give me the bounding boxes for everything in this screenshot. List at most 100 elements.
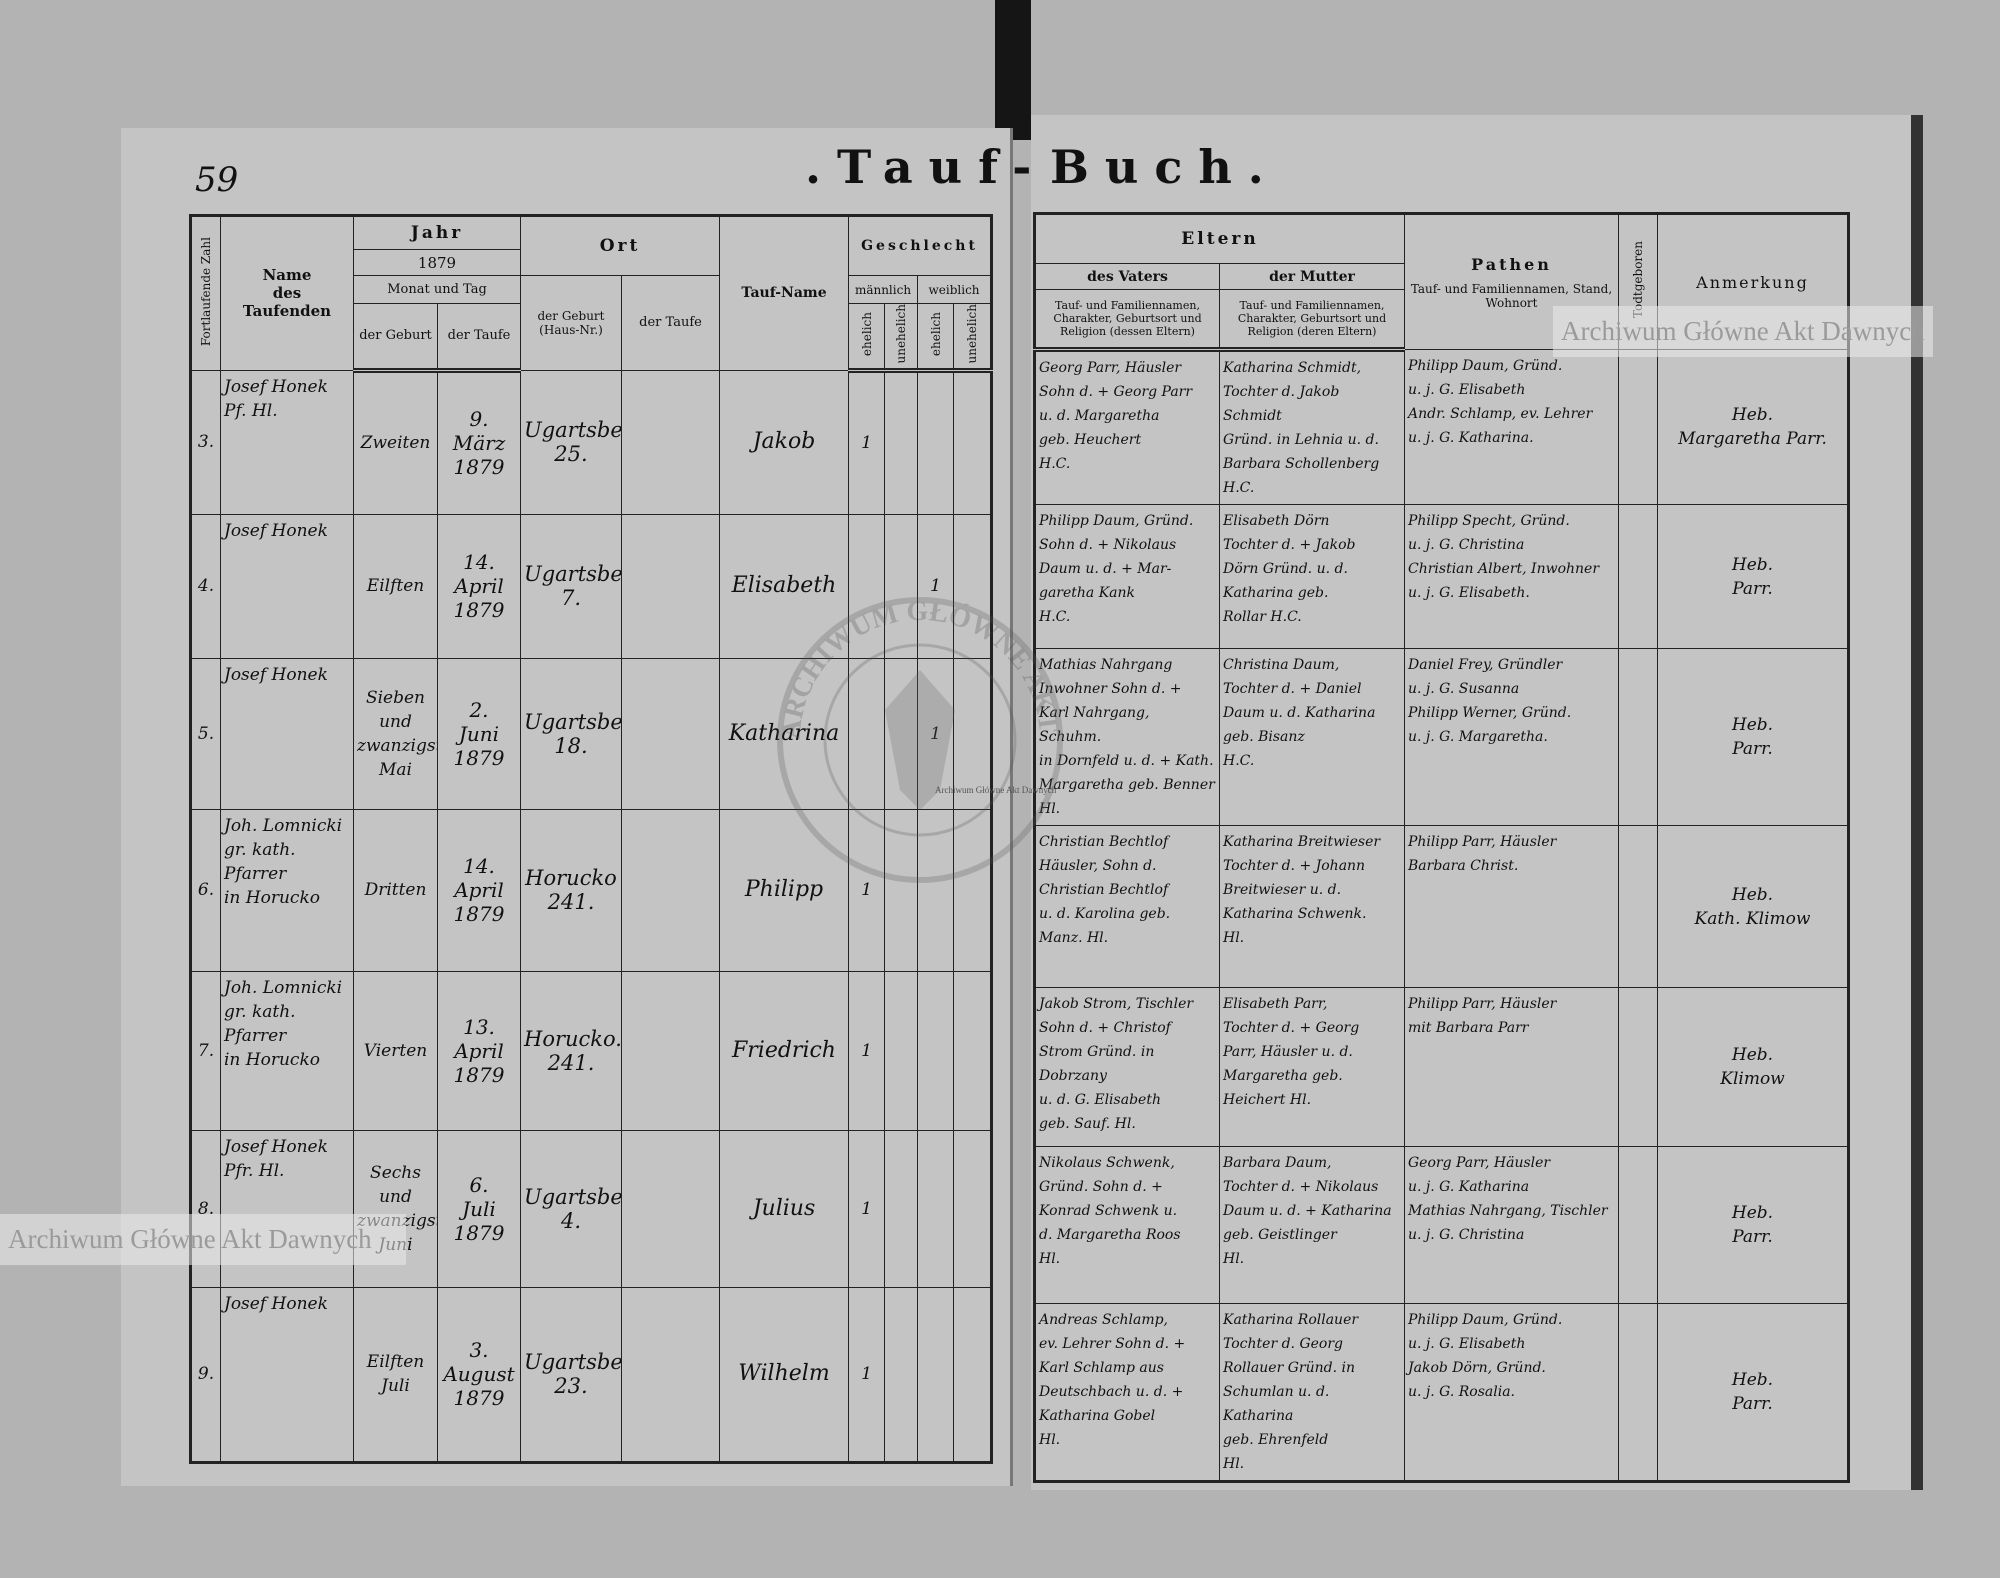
header-geschlecht: Geschlecht (847, 215, 993, 276)
birth-place: Ugartsberg 18. (520, 657, 622, 810)
female-legitimate-mark (917, 970, 954, 1131)
stillborn-mark (1618, 825, 1658, 988)
header-name: Name des Taufenden (220, 215, 354, 371)
birth-date: Vierten (353, 970, 438, 1131)
table-row: 7. Joh. Lomnicki gr. kath. Pfarrer in Hor… (190, 970, 993, 1131)
header-vaters: des Vaters (1034, 263, 1220, 290)
table-row: Nikolaus Schwenk, Gründ. Sohn d. + Konra… (1034, 1146, 1849, 1304)
page-number: 59 (195, 160, 239, 200)
baptism-date: 9. März 1879 (437, 369, 521, 515)
birth-place: Horucko. 241. (520, 970, 622, 1131)
remark: Heb. Parr. (1657, 1146, 1849, 1304)
baptism-register-right-table: Eltern Pathen Tauf- und Familiennamen, S… (1033, 212, 1850, 1483)
baptism-place (621, 970, 720, 1131)
header-pathen-desc: Tauf- und Familiennamen, Stand, Wohnort (1410, 281, 1613, 310)
birth-place: Ugartsberg 7. (520, 513, 622, 659)
father-details: Christian Bechtlof Häusler, Sohn d. Chri… (1034, 825, 1220, 988)
mother-details: Christina Daum, Tochter d. + Daniel Daum… (1219, 648, 1405, 826)
header-m-ehelich: ehelich (848, 303, 885, 373)
baptism-date: 6. Juli 1879 (437, 1129, 521, 1288)
stillborn-mark (1618, 648, 1658, 826)
male-illegitimate-mark (884, 513, 918, 659)
mother-details: Katharina Rollauer Tochter d. Georg Roll… (1219, 1303, 1405, 1482)
header-vaters-desc: Tauf- und Familiennamen, Charakter, Gebu… (1034, 289, 1220, 352)
father-details: Jakob Strom, Tischler Sohn d. + Christof… (1034, 987, 1220, 1147)
male-legitimate-mark: 1 (848, 970, 885, 1131)
header-jahr: Jahr (353, 215, 521, 250)
male-illegitimate-mark (884, 970, 918, 1131)
remark: Heb. Margaretha Parr. (1657, 349, 1849, 505)
entry-number: 6. (190, 808, 221, 972)
header-w-unehelich: unehelich (952, 303, 993, 373)
birth-place: Ugartsberg 23. (520, 1286, 622, 1463)
male-legitimate-mark: 1 (848, 1286, 885, 1463)
godparents: Daniel Frey, Gründler u. j. G. Susanna P… (1404, 648, 1619, 826)
baptism-place (621, 1286, 720, 1463)
male-legitimate-mark: 1 (848, 1129, 885, 1288)
mother-details: Katharina Schmidt, Tochter d. Jakob Schm… (1219, 349, 1405, 505)
female-illegitimate-mark (952, 1129, 993, 1288)
book-spine (995, 0, 1031, 140)
godparents: Philipp Daum, Gründ. u. j. G. Elisabeth … (1404, 349, 1619, 505)
godparents: Philipp Specht, Gründ. u. j. G. Christin… (1404, 504, 1619, 649)
officiant-name: Josef Honek (220, 513, 354, 659)
header-mutter: der Mutter (1219, 263, 1405, 290)
remark: Heb. Kath. Klimow (1657, 825, 1849, 988)
female-illegitimate-mark (952, 657, 993, 810)
female-illegitimate-mark (952, 513, 993, 659)
female-illegitimate-mark (952, 1286, 993, 1463)
male-illegitimate-mark (884, 369, 918, 515)
eagle-emblem-icon (885, 670, 955, 810)
mother-details: Elisabeth Parr, Tochter d. + Georg Parr,… (1219, 987, 1405, 1147)
header-ort: Ort (520, 215, 720, 276)
female-legitimate-mark: 1 (917, 657, 954, 810)
baptismal-name: Katharina (719, 657, 849, 810)
birth-date: Eilften Juli (353, 1286, 438, 1463)
male-illegitimate-mark (884, 808, 918, 972)
remark: Heb. Parr. (1657, 648, 1849, 826)
mother-details: Elisabeth Dörn Tochter d. + Jakob Dörn G… (1219, 504, 1405, 649)
birth-place: Ugartsberg 25. (520, 369, 622, 515)
baptismal-name: Julius (719, 1129, 849, 1288)
baptism-date: 3. August 1879 (437, 1286, 521, 1463)
male-legitimate-mark: 1 (848, 808, 885, 972)
male-illegitimate-mark (884, 1129, 918, 1288)
birth-date: Eilften (353, 513, 438, 659)
table-row: 3. Josef Honek Pf. Hl. Zweiten 9. März 1879… (190, 369, 993, 515)
birth-place: Ugartsberg 4. (520, 1129, 622, 1288)
stillborn-mark (1618, 1303, 1658, 1482)
baptism-date: 14. April 1879 (437, 513, 521, 659)
female-legitimate-mark (917, 369, 954, 515)
officiant-name: Josef Honek (220, 1286, 354, 1463)
entry-number: 5. (190, 657, 221, 810)
female-illegitimate-mark (952, 970, 993, 1131)
entry-number: 9. (190, 1286, 221, 1463)
baptismal-name: Elisabeth (719, 513, 849, 659)
stillborn-mark (1618, 349, 1658, 505)
godparents: Philipp Parr, Häusler Barbara Christ. (1404, 825, 1619, 988)
male-legitimate-mark (848, 657, 885, 810)
table-row: Jakob Strom, Tischler Sohn d. + Christof… (1034, 987, 1849, 1147)
stillborn-mark (1618, 987, 1658, 1147)
baptism-date: 2. Juni 1879 (437, 657, 521, 810)
baptism-date: 14. April 1879 (437, 808, 521, 972)
header-pathen-title: Pathen (1471, 254, 1552, 274)
header-eltern: Eltern (1034, 213, 1405, 264)
godparents: Philipp Parr, Häusler mit Barbara Parr (1404, 987, 1619, 1147)
header-der-geburt: der Geburt (353, 303, 438, 373)
table-row: Andreas Schlamp, ev. Lehrer Sohn d. + Ka… (1034, 1303, 1849, 1482)
archive-stamp-watermark: ARCHIWUM GŁÓWNE AKT DAWNYCH (770, 590, 1064, 883)
watermark-right: Archiwum Główne Akt Dawnych (1553, 306, 1933, 357)
table-row: Philipp Daum, Gründ. Sohn d. + Nikolaus … (1034, 504, 1849, 649)
mother-details: Barbara Daum, Tochter d. + Nikolaus Daum… (1219, 1146, 1405, 1304)
table-row: 9. Josef Honek Eilften Juli 3. August 1879 U… (190, 1286, 993, 1463)
title-right: Buch. (1050, 140, 1280, 194)
remark: Heb. Parr. (1657, 504, 1849, 649)
entry-number: 7. (190, 970, 221, 1131)
officiant-name: Joh. Lomnicki gr. kath. Pfarrer in Horuc… (220, 970, 354, 1131)
entry-number: 4. (190, 513, 221, 659)
table-row: Mathias Nahrgang Inwohner Sohn d. + Karl… (1034, 648, 1849, 826)
title-left: .Tauf- (805, 140, 1048, 194)
birth-date: Sieben und zwanzigsten Mai (353, 657, 438, 810)
